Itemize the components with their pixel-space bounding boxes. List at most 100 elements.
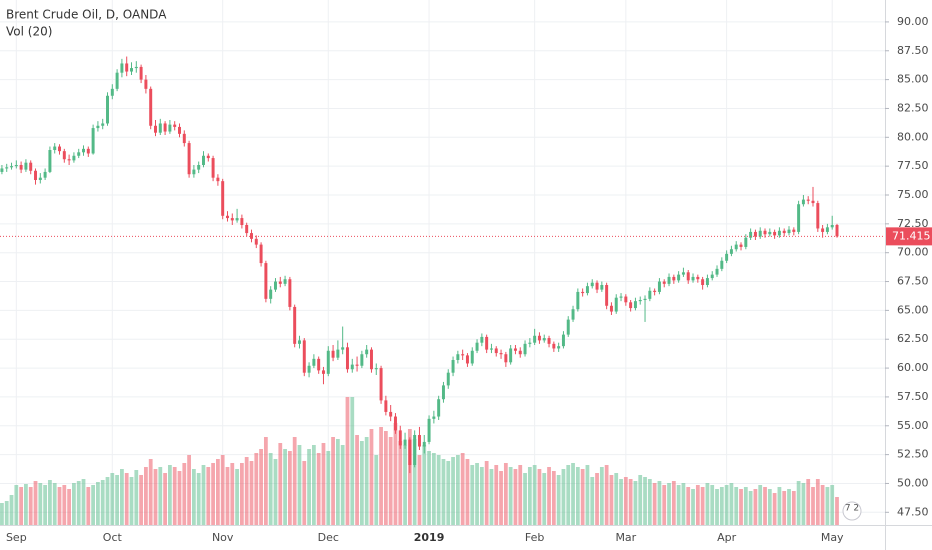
- volume-bar: [657, 481, 662, 525]
- candle-body: [24, 162, 28, 170]
- candle-body: [326, 350, 330, 374]
- volume-legend: Vol (20): [6, 25, 52, 39]
- volume-bar: [379, 427, 383, 525]
- candle-body: [110, 88, 114, 96]
- candle-body: [806, 199, 810, 201]
- volume-bar: [638, 475, 643, 525]
- volume-bar: [177, 471, 182, 525]
- candle-body: [48, 150, 52, 172]
- volume-bar: [604, 465, 609, 525]
- candle-body: [451, 360, 455, 373]
- candle-body: [149, 88, 153, 126]
- y-tick-label: 50.00: [897, 476, 929, 489]
- candle-body: [504, 354, 508, 363]
- volume-bar: [623, 477, 628, 525]
- volume-bar: [263, 437, 268, 525]
- y-tick-label: 57.50: [897, 390, 929, 403]
- y-tick-label: 52.50: [897, 448, 929, 461]
- candle-body: [355, 364, 359, 366]
- volume-bar: [311, 445, 316, 525]
- candle-body: [609, 305, 613, 312]
- candle-body: [561, 334, 565, 347]
- candle-body: [614, 297, 618, 312]
- x-tick-label: Dec: [318, 531, 339, 544]
- x-tick-label: May: [821, 531, 844, 544]
- candle-body: [77, 152, 81, 156]
- volume-bar: [820, 485, 825, 525]
- y-tick-label: 77.50: [897, 159, 929, 172]
- volume-bar: [686, 487, 691, 525]
- candle-body: [86, 148, 90, 154]
- candle-body: [38, 177, 42, 180]
- candle-body: [254, 238, 258, 245]
- volume-bar: [278, 443, 283, 525]
- volume-bar: [734, 487, 739, 525]
- y-tick-label: 90.00: [897, 15, 929, 28]
- candle-body: [801, 199, 805, 205]
- y-tick-label: 60.00: [897, 361, 929, 374]
- volume-bar: [249, 461, 254, 525]
- volume-bar: [216, 459, 220, 525]
- volume-bar: [374, 455, 379, 525]
- candle-body: [369, 349, 373, 370]
- candle-body: [331, 350, 335, 358]
- volume-bar: [518, 465, 523, 525]
- y-tick-label: 65.00: [897, 303, 929, 316]
- volume-bar: [24, 484, 28, 525]
- volume-bar: [0, 503, 4, 525]
- volume-bar: [585, 465, 590, 525]
- volume-bar: [662, 485, 667, 525]
- volume-bar: [580, 469, 585, 525]
- candle-body: [566, 319, 570, 335]
- volume-bar: [609, 475, 614, 525]
- candle-body: [705, 278, 709, 285]
- volume-bar: [388, 437, 393, 525]
- volume-bar: [100, 480, 105, 525]
- candle-body: [0, 168, 4, 172]
- candle-body: [715, 268, 719, 275]
- volume-bar: [158, 467, 163, 525]
- volume-bar: [719, 487, 724, 525]
- volume-bar: [369, 429, 374, 525]
- volume-bar: [163, 473, 167, 525]
- volume-bar: [134, 470, 139, 525]
- candle-body: [216, 177, 220, 182]
- candle-body: [509, 348, 513, 363]
- volume-bar: [52, 483, 57, 525]
- volume-bar: [556, 475, 561, 525]
- candle-body: [173, 124, 177, 127]
- volume-bar: [537, 469, 542, 525]
- candle-body: [29, 162, 33, 171]
- volume-bar: [244, 457, 249, 525]
- volume-bar: [211, 463, 215, 525]
- volume-bar: [81, 479, 86, 525]
- candle-body: [585, 286, 589, 294]
- candle-body: [34, 170, 38, 180]
- volume-bar: [239, 463, 244, 525]
- candle-body: [365, 349, 369, 355]
- candle-body: [720, 260, 724, 269]
- candle-body: [269, 289, 273, 299]
- x-tick-label: Feb: [525, 531, 544, 544]
- candle-body: [53, 146, 57, 150]
- volume-bar: [48, 480, 52, 525]
- candle-body: [341, 347, 345, 350]
- candle-body: [307, 365, 311, 373]
- candle-body: [278, 281, 282, 284]
- volume-bar: [494, 465, 499, 525]
- volume-bar: [551, 471, 556, 525]
- candle-body: [106, 95, 109, 124]
- volume-bar: [297, 445, 302, 525]
- volume-bar: [460, 453, 465, 525]
- volume-bar: [647, 479, 652, 525]
- candle-body: [393, 416, 397, 431]
- candle-body: [475, 342, 479, 351]
- volume-bar: [105, 477, 110, 525]
- candle-body: [62, 151, 66, 160]
- candle-body: [557, 346, 561, 349]
- candle-body: [413, 435, 417, 465]
- candle-body: [398, 430, 402, 446]
- volume-bar: [681, 483, 686, 525]
- volume-bar: [571, 463, 575, 525]
- volume-bar: [782, 491, 787, 525]
